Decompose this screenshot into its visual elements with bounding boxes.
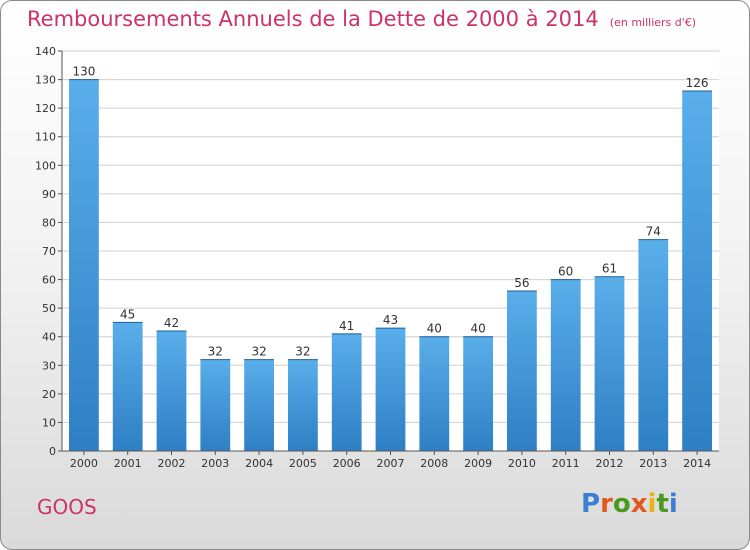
x-tick-label: 2012	[596, 457, 624, 470]
bar-value-label: 32	[295, 345, 310, 359]
y-tick-label: 30	[42, 359, 56, 372]
bar-value-label: 74	[646, 225, 661, 239]
x-tick-label: 2010	[508, 457, 536, 470]
bar-value-label: 40	[427, 322, 442, 336]
bar-value-label: 43	[383, 313, 398, 327]
y-tick-label: 140	[35, 45, 56, 58]
bar-2008[interactable]	[419, 336, 450, 451]
labels-layer: 130 45 42 32 32 32 41 43 40 40 56 60 61 74 126	[72, 65, 708, 359]
y-tick-label: 110	[35, 131, 56, 144]
x-tick-label: 2014	[683, 457, 711, 470]
y-tick-label: 100	[35, 159, 56, 172]
bar-2010[interactable]	[507, 291, 537, 451]
bar-2012[interactable]	[594, 276, 625, 451]
logo-letter: P	[581, 489, 601, 519]
bar-2013[interactable]	[638, 239, 669, 451]
y-tick-label: 120	[35, 102, 56, 115]
bar-2004[interactable]	[244, 359, 274, 451]
chart-title: Remboursements Annuels de la Dette de 20…	[27, 7, 599, 31]
y-tick-label: 50	[42, 302, 56, 315]
logo-letter: x	[630, 489, 648, 519]
x-tick-label: 2000	[70, 457, 98, 470]
proxiti-logo[interactable]: Proxiti	[581, 489, 678, 519]
bar-2001[interactable]	[112, 322, 143, 451]
y-tick-label: 20	[42, 388, 56, 401]
bar-2005[interactable]	[288, 359, 318, 451]
bar-value-label: 56	[514, 276, 529, 290]
x-tick-label: 2002	[158, 457, 186, 470]
x-tick-label: 2003	[201, 457, 229, 470]
bar-value-label: 60	[558, 265, 573, 279]
x-tick-label: 2013	[639, 457, 667, 470]
y-tick-label: 90	[42, 188, 56, 201]
y-tick-label: 80	[42, 216, 56, 229]
bar-value-label: 61	[602, 262, 617, 276]
bar-2007[interactable]	[375, 328, 406, 451]
logo-letter: t	[656, 489, 669, 519]
x-tick-label: 2005	[289, 457, 317, 470]
y-tick-label: 70	[42, 245, 56, 258]
bar-value-label: 45	[120, 307, 135, 321]
x-tick-label: 2011	[552, 457, 580, 470]
axis-layer: 0 10 20 30 40 50 60 70 80 90 100 110 120 130 140 2000 20…	[35, 45, 719, 470]
logo-letter: r	[600, 489, 613, 519]
chart-subtitle: (en milliers d'€)	[609, 16, 697, 29]
x-tick-label: 2007	[377, 457, 405, 470]
bar-value-label: 40	[470, 322, 485, 336]
chart-header: Remboursements Annuels de la Dette de 20…	[27, 7, 696, 31]
logo-letter: i	[668, 489, 678, 519]
y-tick-label: 10	[42, 416, 56, 429]
logo-letter: i	[647, 489, 657, 519]
bar-2002[interactable]	[156, 331, 187, 451]
bar-value-label: 32	[251, 345, 266, 359]
x-tick-label: 2008	[420, 457, 448, 470]
y-tick-label: 60	[42, 274, 56, 287]
bar-value-label: 130	[72, 65, 95, 79]
bar-2006[interactable]	[331, 333, 362, 451]
bar-2011[interactable]	[550, 279, 581, 451]
x-tick-label: 2009	[464, 457, 492, 470]
bar-value-label: 126	[686, 76, 709, 90]
bar-value-label: 41	[339, 319, 354, 333]
x-tick-label: 2001	[114, 457, 142, 470]
bars-layer	[69, 79, 712, 452]
logo-letter: o	[612, 489, 631, 519]
bar-2003[interactable]	[200, 359, 231, 451]
x-tick-label: 2006	[333, 457, 361, 470]
y-tick-label: 40	[42, 331, 56, 344]
commune-name: GOOS	[37, 495, 97, 519]
y-tick-label: 130	[35, 74, 56, 87]
x-tick-label: 2004	[245, 457, 273, 470]
bar-value-label: 32	[208, 345, 223, 359]
bar-2014[interactable]	[682, 91, 712, 451]
bar-value-label: 42	[164, 316, 179, 330]
bar-2009[interactable]	[463, 336, 493, 451]
bar-2000[interactable]	[69, 79, 99, 452]
y-tick-label: 0	[49, 445, 56, 458]
